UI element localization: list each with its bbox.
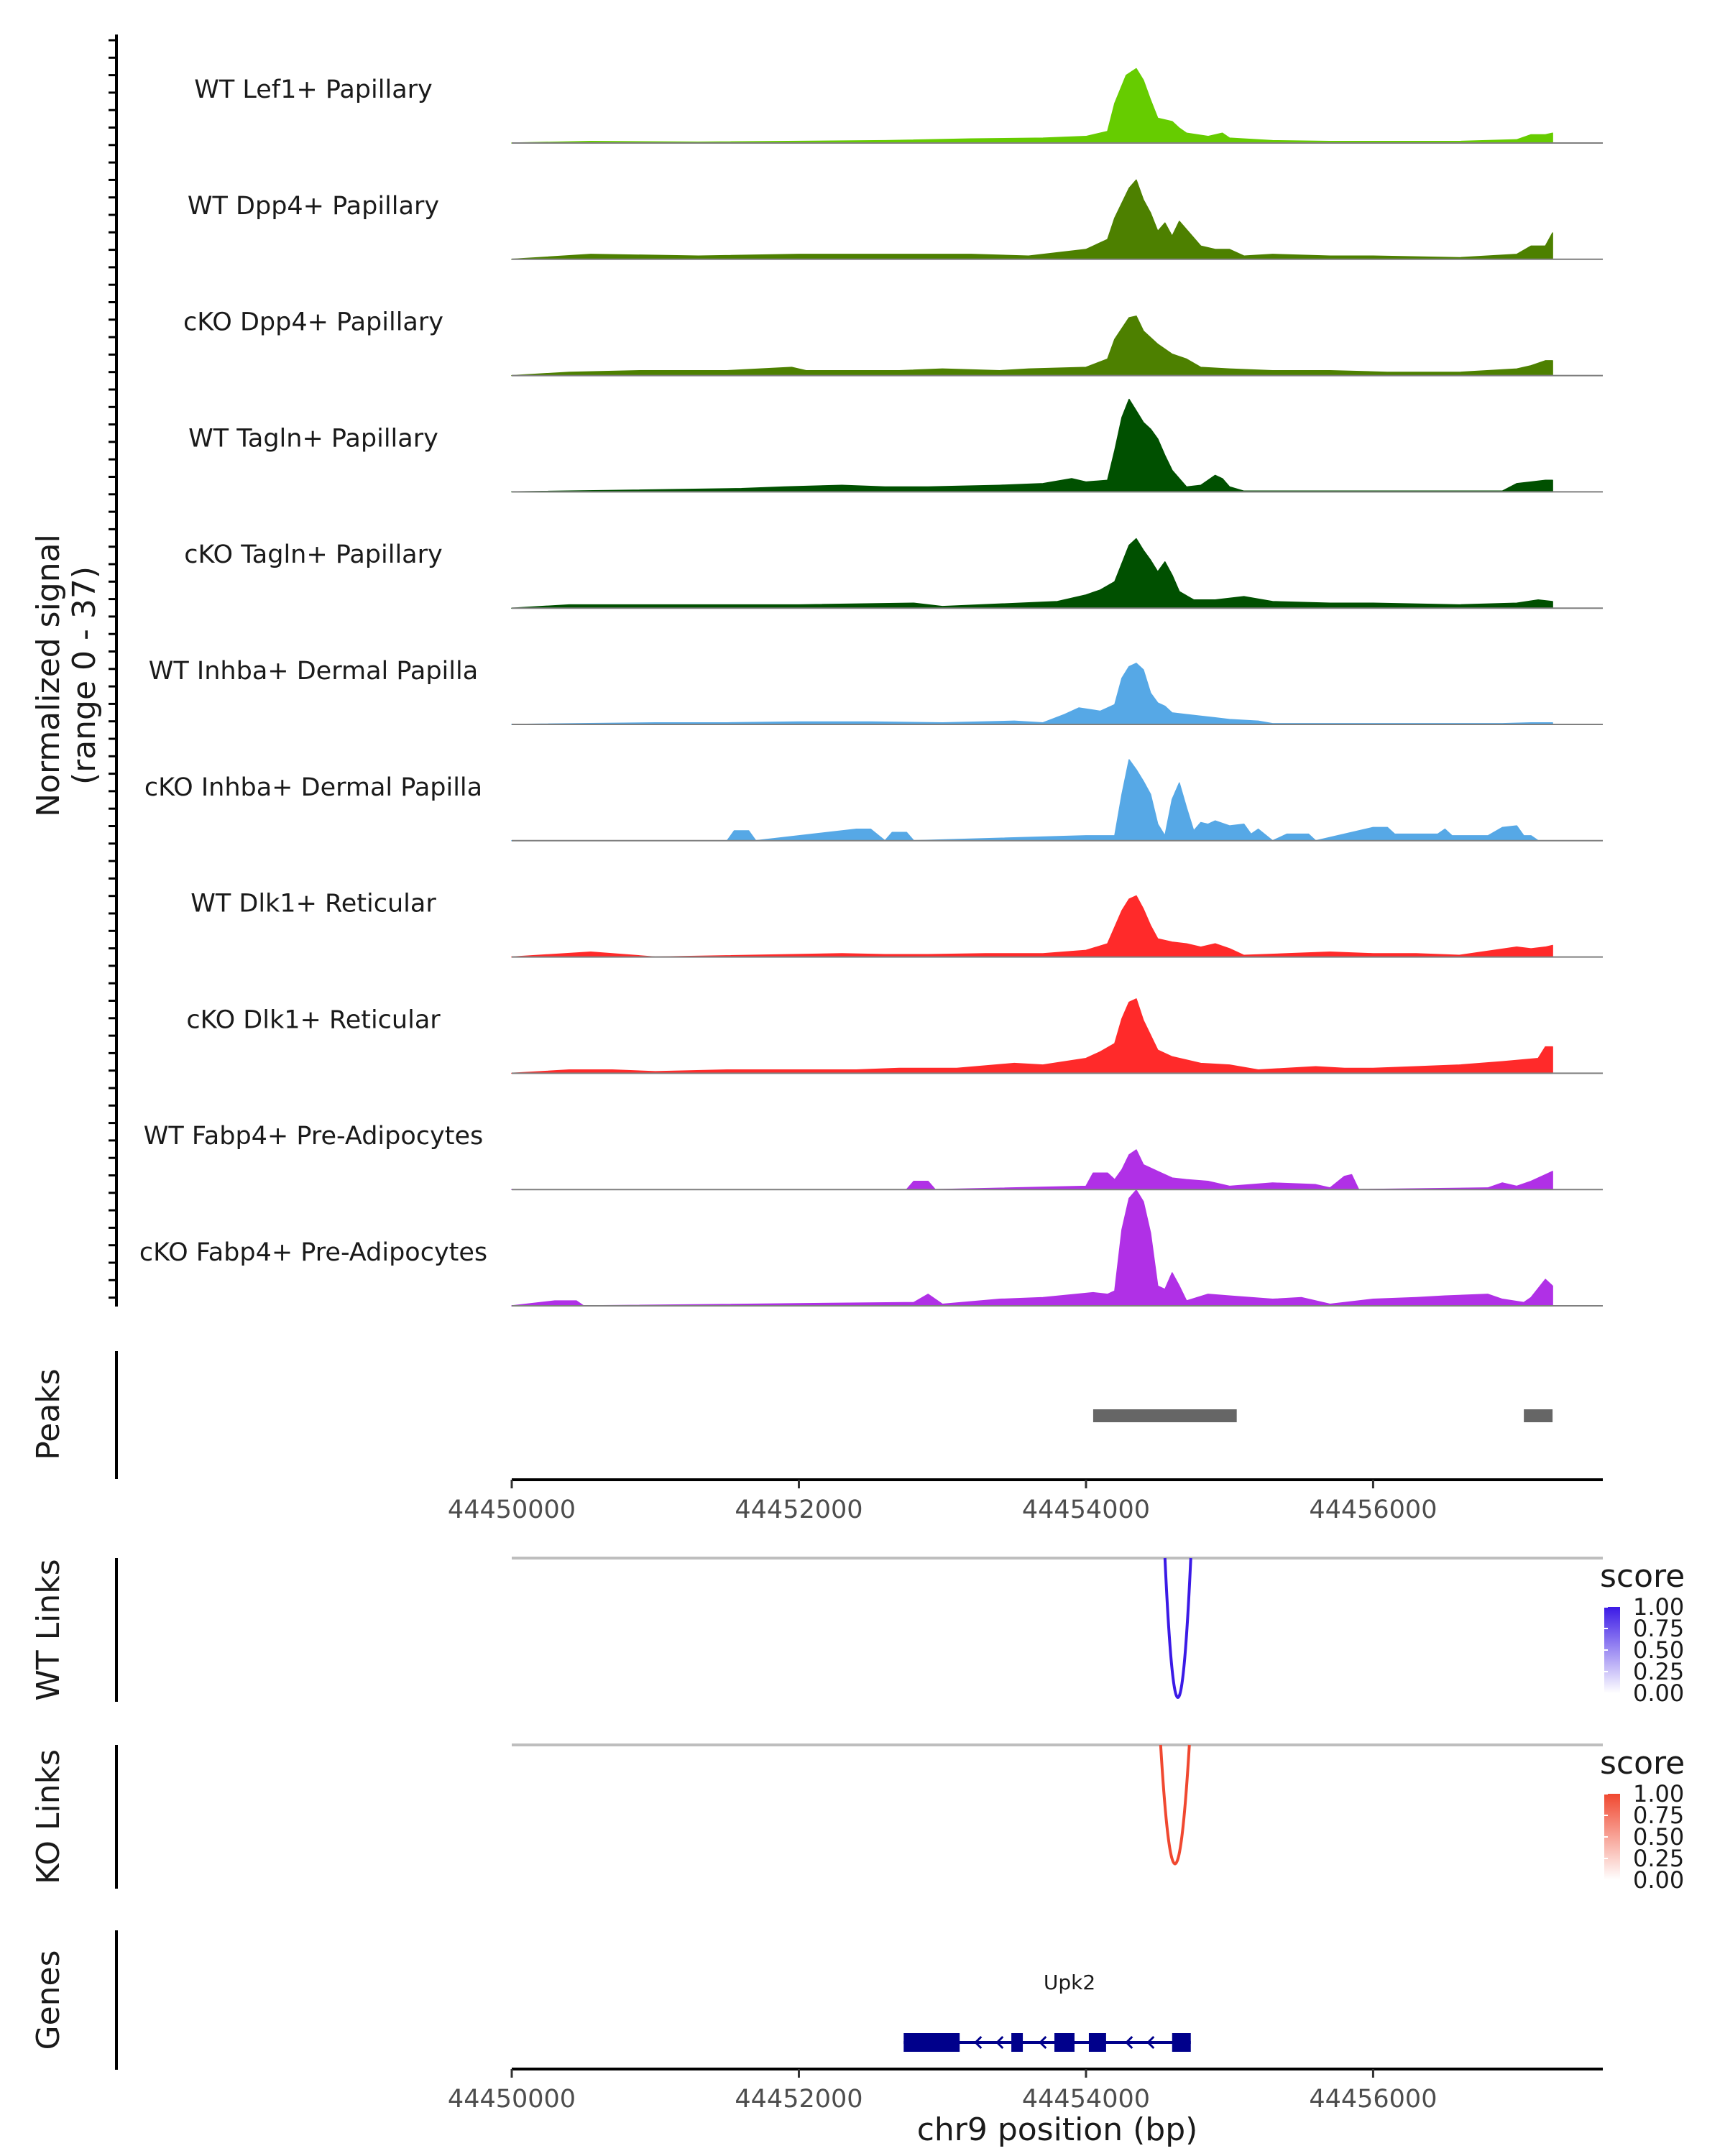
coverage-area — [511, 538, 1553, 609]
link-arc — [1159, 1744, 1191, 1866]
links-label: KO Links — [30, 1749, 67, 1884]
legend-tick-label: 1.00 — [1633, 1593, 1684, 1621]
x-axis-top-tick-label: 44454000 — [1022, 1496, 1150, 1524]
x-axis-bottom-tick-label: 44452000 — [735, 2085, 862, 2114]
coverage-track: WT Dlk1+ Reticular — [190, 890, 1603, 958]
legend-tick-label: 0.00 — [1633, 1680, 1684, 1707]
legend-tick-label: 0.50 — [1633, 1823, 1684, 1851]
track-label: cKO Dpp4+ Papillary — [183, 308, 443, 337]
track-label: cKO Tagln+ Papillary — [184, 540, 443, 569]
legend-tick-label: 0.75 — [1633, 1615, 1684, 1642]
coverage-track: WT Lef1+ Papillary — [194, 68, 1603, 144]
strand-arrow — [1125, 2035, 1133, 2050]
coverage-track: cKO Inhba+ Dermal Papilla — [144, 759, 1603, 842]
track-label: WT Fabp4+ Pre-Adipocytes — [144, 1122, 483, 1151]
coverage-track: WT Inhba+ Dermal Papilla — [149, 657, 1603, 725]
x-axis-bottom-tick-label: 44456000 — [1309, 2085, 1437, 2114]
coverage-track: WT Dpp4+ Papillary — [188, 179, 1603, 260]
y-axis-title-line: Normalized signal — [30, 534, 67, 817]
links-label: WT Links — [30, 1559, 67, 1700]
coverage-area — [511, 1189, 1553, 1307]
gene-exon — [903, 2033, 960, 2052]
strand-arrow — [1039, 2035, 1047, 2050]
x-axis-bottom-tick-label: 44454000 — [1022, 2085, 1150, 2114]
y-axis-title: Normalized signal(range 0 - 37) — [30, 534, 103, 817]
strand-arrow — [995, 2035, 1004, 2050]
track-label: cKO Fabp4+ Pre-Adipocytes — [139, 1238, 487, 1267]
strand-arrow — [974, 2035, 983, 2050]
coverage-area — [511, 759, 1539, 842]
x-axis-top-tick-label: 44456000 — [1309, 1496, 1437, 1524]
track-label: WT Inhba+ Dermal Papilla — [149, 657, 478, 686]
legend-tick-label: 0.25 — [1633, 1845, 1684, 1872]
gene-name: Upk2 — [1044, 1971, 1095, 1994]
strand-arrow — [1146, 2035, 1155, 2050]
y-axis-title-line: (range 0 - 37) — [66, 566, 103, 785]
track-label: WT Dpp4+ Papillary — [188, 192, 439, 221]
track-label: WT Dlk1+ Reticular — [190, 890, 436, 918]
coverage-area — [511, 663, 1553, 725]
gene-exon — [1054, 2033, 1075, 2052]
coverage-track: cKO Fabp4+ Pre-Adipocytes — [139, 1189, 1603, 1307]
x-axis-top-tick-label: 44450000 — [448, 1496, 576, 1524]
legend-tick-label: 1.00 — [1633, 1780, 1684, 1807]
x-axis-title: chr9 position (bp) — [917, 2111, 1198, 2148]
legend-tick-label: 0.50 — [1633, 1636, 1684, 1664]
coverage-area — [511, 315, 1553, 377]
coverage-area — [511, 998, 1553, 1074]
legend-title: score — [1600, 1745, 1685, 1782]
peaks-label: Peaks — [30, 1368, 67, 1460]
y-axis-title-text: Normalized signal(range 0 - 37) — [30, 534, 103, 817]
x-axis-top-tick-label: 44452000 — [735, 1496, 862, 1524]
coverage-track: WT Fabp4+ Pre-Adipocytes — [144, 1122, 1603, 1191]
legend-colorbar — [1604, 1607, 1620, 1693]
peak-region — [1092, 1409, 1237, 1422]
coverage-area — [511, 398, 1553, 493]
coverage-area — [511, 179, 1553, 260]
legend-tick-label: 0.75 — [1633, 1802, 1684, 1829]
legend-tick-label: 0.00 — [1633, 1866, 1684, 1894]
gene-exon — [1088, 2033, 1106, 2052]
track-label: WT Lef1+ Papillary — [194, 75, 433, 104]
coverage-track: WT Tagln+ Papillary — [188, 398, 1603, 493]
track-label: cKO Inhba+ Dermal Papilla — [144, 773, 482, 802]
link-arc — [1163, 1557, 1192, 1699]
coverage-track: cKO Tagln+ Papillary — [184, 538, 1603, 609]
gene: Upk2 — [903, 1971, 1191, 2052]
coverage-area — [511, 895, 1553, 958]
peak-region — [1524, 1409, 1553, 1422]
x-axis-bottom-tick-label: 44450000 — [448, 2085, 576, 2114]
x-axes: 44450000 44452000 44454000 44456000 44450000… — [448, 1478, 1603, 2148]
gene-exon — [1172, 2033, 1191, 2052]
coverage-area — [511, 1149, 1553, 1190]
coverage-tracks: WT Lef1+ Papillary WT Dpp4+ Papillary cKO … — [109, 34, 1603, 1307]
coverage-track: cKO Dpp4+ Papillary — [183, 308, 1603, 377]
legend-colorbar — [1604, 1794, 1620, 1880]
coverage-track: cKO Dlk1+ Reticular — [186, 998, 1603, 1074]
gene-exon — [1011, 2033, 1024, 2052]
peaks-panel: Peaks — [30, 1351, 1553, 1479]
coverage-area — [511, 68, 1553, 144]
track-label: cKO Dlk1+ Reticular — [186, 1005, 441, 1034]
genes-label: Genes — [30, 1950, 67, 2050]
legend-title: score — [1600, 1558, 1685, 1595]
track-label: WT Tagln+ Papillary — [188, 424, 438, 453]
genes-panel: Genes Upk2 — [30, 1930, 1191, 2070]
legend-tick-label: 0.25 — [1633, 1658, 1684, 1685]
